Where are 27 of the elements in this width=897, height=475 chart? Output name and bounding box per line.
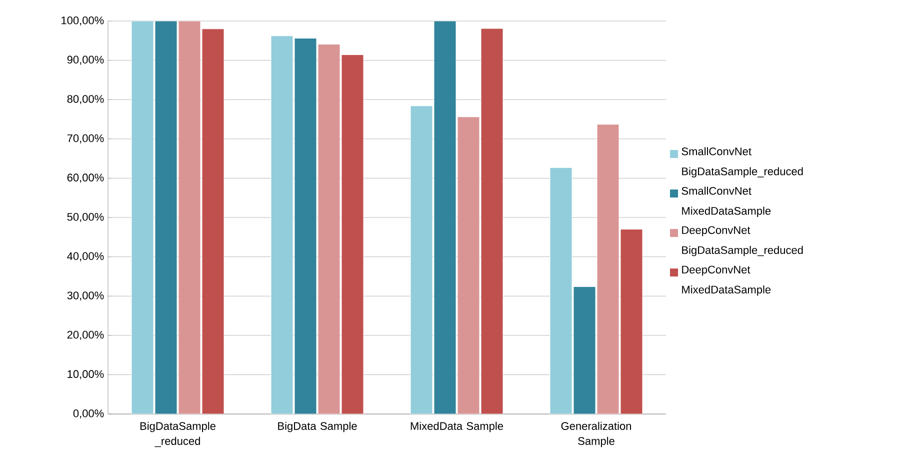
y-tick-label: 40,00%: [67, 252, 104, 262]
bar: [341, 54, 364, 414]
x-tick-label: BigData Sample: [278, 422, 357, 432]
legend-label: SmallConvNet BigDataSample_reduced: [682, 147, 803, 178]
x-tick-label: MixedData Sample: [410, 422, 504, 432]
y-tick-label: 30,00%: [67, 292, 104, 301]
bar: [410, 106, 433, 414]
y-tick-label: 100,00%: [62, 16, 104, 26]
bar: [620, 229, 643, 414]
y-tick-label: 70,00%: [67, 134, 104, 144]
bar: [202, 28, 224, 414]
legend-label: DeepConvNet MixedDataSample: [682, 266, 771, 296]
legend-label: DeepConvNet BigDataSample_reduced: [682, 226, 803, 256]
y-tick-label: 0,00%: [73, 409, 104, 419]
y-tick-label: 80,00%: [67, 95, 104, 104]
x-tick-label: Generalization Sample: [561, 422, 631, 448]
y-tick-label: 90,00%: [67, 56, 104, 65]
bar: [270, 36, 294, 414]
bar: [480, 28, 504, 414]
y-tick-label: 10,00%: [68, 370, 104, 380]
legend-label: SmallConvNet MixedDataSample: [682, 186, 771, 217]
y-tick-label: 50,00%: [67, 212, 104, 222]
y-tick-label: 20,00%: [67, 330, 104, 340]
x-tick-label: BigDataSample _reduced: [140, 422, 216, 448]
bar: [550, 167, 572, 414]
bar: [131, 21, 154, 414]
y-tick-label: 60,00%: [67, 174, 104, 183]
